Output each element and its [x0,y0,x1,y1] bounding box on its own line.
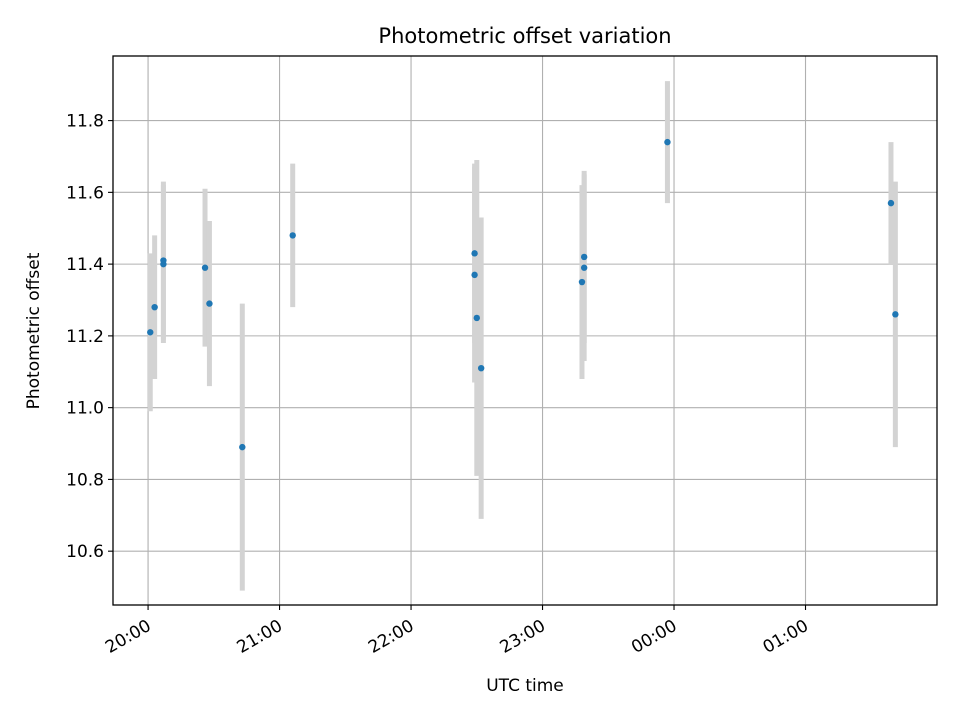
y-tick-label: 11.6 [66,183,104,203]
chart-title: Photometric offset variation [378,24,671,48]
y-tick-label: 10.8 [66,470,104,490]
data-point [578,278,586,286]
x-axis-label: UTC time [486,676,564,696]
y-axis-label: Photometric offset [24,252,44,409]
data-point [473,314,480,322]
plot-frame [112,55,938,606]
x-tick-label: 23:00 [497,616,549,658]
data-point [206,300,213,307]
data-point [471,271,478,279]
data-point [147,329,154,336]
y-tick-label: 10.6 [66,542,104,562]
grid [113,56,937,605]
data-points [147,138,899,451]
data-point [477,364,485,372]
data-point [892,311,899,318]
data-point [239,443,246,451]
x-tick-label: 22:00 [365,616,417,658]
data-point [471,250,478,257]
data-point [289,232,296,239]
x-axis-ticks: 20:00 21:00 22:00 23:00 00:00 01:00 [102,605,812,658]
x-tick-label: 00:00 [628,616,680,658]
x-tick-label: 20:00 [102,616,154,658]
data-point [580,253,588,261]
data-point [887,199,895,207]
y-tick-label: 11.0 [66,399,104,419]
data-point [151,303,158,311]
data-point [201,264,209,271]
data-point [664,138,671,146]
y-tick-label: 11.8 [66,112,104,132]
y-tick-label: 11.4 [66,255,104,275]
x-tick-label: 21:00 [234,616,286,658]
data-point [160,257,167,264]
y-axis-ticks: 10.6 10.8 11.0 11.2 11.4 11.6 11.8 [66,112,113,562]
x-tick-label: 01:00 [760,616,812,658]
data-point [580,264,588,271]
y-tick-label: 11.2 [66,327,104,347]
